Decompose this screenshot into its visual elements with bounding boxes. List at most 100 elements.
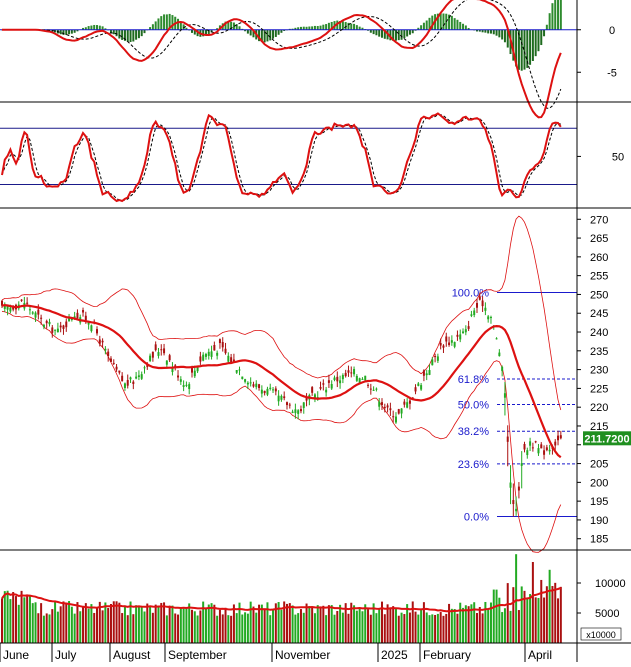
volume-bar-148: [414, 611, 417, 643]
volume-bar-164: [459, 602, 462, 643]
candle-body-47: [132, 381, 135, 384]
volume-bar-146: [408, 612, 411, 643]
candle-body-100: [280, 395, 283, 400]
candle-body-125: [350, 372, 353, 374]
macd-hist-bar-195: [545, 24, 548, 30]
volume-bar-54: [151, 612, 154, 643]
candle-body-112: [313, 394, 316, 400]
macd-hist-bar-43: [121, 29, 124, 40]
candle-body-66: [185, 384, 188, 386]
candle-body-138: [386, 405, 389, 408]
volume-bar-127: [355, 610, 358, 643]
volume-bar-100: [280, 609, 283, 643]
macd-hist-bar-54: [151, 24, 154, 30]
candle-body-187: [523, 443, 526, 450]
volume-bar-103: [288, 603, 291, 643]
lower-band: [1, 310, 562, 553]
volume-bar-141: [394, 607, 397, 643]
macd-hist-bar-198: [554, 0, 557, 30]
candle-body-105: [294, 409, 297, 414]
volume-bar-10: [28, 596, 31, 643]
macd-hist-bar-82: [230, 21, 233, 30]
volume-bar-175: [489, 602, 492, 643]
candle-body-31: [87, 322, 90, 325]
macd-hist-bar-186: [520, 29, 523, 71]
macd-hist-bar-197: [551, 3, 554, 30]
macd-hist-bar-149: [417, 27, 420, 30]
volume-bar-184: [515, 554, 518, 643]
fib-label-2: 50.0%: [458, 400, 489, 412]
macd-hist-bar-44: [123, 29, 126, 41]
macd-hist-bar-29: [82, 27, 85, 30]
volume-bar-105: [294, 614, 297, 643]
volume-bar-160: [448, 603, 451, 643]
volume-bar-153: [428, 615, 431, 643]
volume-bar-138: [386, 604, 389, 643]
price-tick-label-11: 215: [590, 421, 608, 433]
macd-hist-bar-189: [529, 29, 532, 65]
candle-body-91: [255, 383, 258, 388]
candle-body-152: [425, 373, 428, 376]
macd-hist-bar-158: [442, 13, 445, 30]
macd-hist-bar-147: [411, 29, 414, 34]
macd-hist-bar-192: [537, 29, 540, 52]
candle-body-141: [394, 416, 397, 423]
macd-hist-bar-118: [330, 21, 333, 30]
candle-body-135: [378, 401, 381, 407]
macd-hist-bar-127: [355, 25, 358, 30]
candle-body-48: [135, 376, 138, 379]
candle-body-17: [48, 321, 51, 325]
volume-bar-61: [171, 605, 174, 643]
fib-label-3: 38.2%: [458, 426, 489, 438]
macd-hist-bar-36: [101, 26, 104, 30]
candle-body-98: [274, 388, 277, 392]
volume-bar-20: [56, 611, 59, 643]
macd-hist-bar-42: [118, 29, 121, 39]
volume-bar-199: [557, 598, 560, 643]
candle-body-50: [140, 374, 143, 379]
volume-bar-185: [517, 610, 520, 643]
x-tick-label-7: April: [528, 648, 552, 662]
candle-body-82: [230, 357, 233, 363]
volume-bar-51: [143, 611, 146, 643]
volume-bar-45: [126, 615, 129, 643]
candle-body-4: [12, 306, 15, 310]
volume-bar-121: [339, 604, 342, 643]
candle-body-78: [218, 339, 221, 344]
volume-panel: 10000 5000 x10000: [1, 554, 626, 643]
candle-body-186: [520, 463, 523, 466]
stochastic-panel: 50: [0, 112, 624, 203]
macd-hist-bar-73: [204, 29, 207, 36]
fib-label-1: 61.8%: [458, 374, 489, 386]
volume-bar-91: [255, 612, 258, 643]
candle-body-27: [76, 312, 79, 319]
volume-bar-70: [196, 615, 199, 643]
volume-bar-88: [246, 613, 249, 643]
volume-bar-55: [154, 604, 157, 643]
stoch-d-line: [1, 114, 561, 202]
volume-bar-191: [534, 597, 537, 643]
volume-bar-98: [274, 603, 277, 643]
volume-bar-192: [537, 597, 540, 643]
volume-bar-69: [193, 611, 196, 643]
macd-hist-bar-89: [249, 29, 252, 36]
volume-bar-155: [434, 614, 437, 643]
volume-bar-21: [59, 606, 62, 643]
volume-bar-31: [87, 608, 90, 643]
volume-bar-22: [62, 601, 65, 643]
volume-bar-14: [40, 603, 43, 643]
volume-bar-117: [327, 605, 330, 643]
volume-bar-135: [378, 609, 381, 643]
macd-hist-bar-137: [383, 29, 386, 39]
candle-body-34: [96, 329, 98, 334]
macd-hist-bar-39: [109, 29, 112, 33]
macd-hist-bar-166: [464, 25, 467, 30]
candle-body-118: [330, 384, 333, 389]
candle-body-189: [529, 441, 532, 446]
x-axis: June July August September November 2025 Febru…: [0, 643, 578, 662]
volume-bar-161: [450, 608, 453, 643]
macd-hist-bar-133: [372, 29, 375, 35]
volume-bar-80: [224, 607, 227, 643]
volume-bar-131: [367, 609, 370, 643]
volume-bar-8: [23, 597, 26, 643]
